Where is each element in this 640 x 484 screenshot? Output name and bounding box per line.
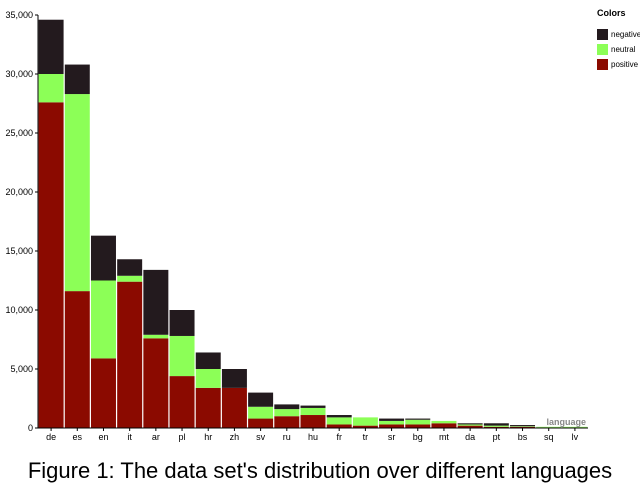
bar-pt-neutral [483, 425, 509, 427]
x-tick-label-ru: ru [283, 432, 291, 442]
bar-tr-neutral [352, 417, 378, 426]
legend-label-positive: positive [611, 60, 639, 69]
bar-pl-neutral [169, 335, 195, 377]
legend-swatch-negative [597, 29, 608, 40]
x-axis: de es en it ar pl hr zh sv ru hu fr tr sr bg mt da pt bs sq… [38, 427, 588, 442]
bar-mt-neutral [431, 420, 457, 424]
legend-label-neutral: neutral [611, 45, 636, 54]
bar-lv-neutral [562, 426, 588, 428]
bar-en-positive [90, 358, 116, 428]
bar-fr-positive [326, 424, 352, 428]
y-tick-label: 20,000 [5, 187, 33, 197]
y-tick-label: 10,000 [5, 305, 33, 315]
bar-hr-neutral [195, 369, 221, 388]
bar-hu-negative [300, 405, 326, 408]
figure-caption: Figure 1: The data set's distribution ov… [27, 458, 613, 483]
bar-sv-negative [248, 392, 274, 407]
legend: Colors negative neutral positive [597, 8, 640, 70]
bar-es-positive [64, 291, 90, 428]
legend-label-negative: negative [611, 30, 640, 39]
x-tick-label-es: es [73, 432, 83, 442]
x-tick-label-it: it [127, 432, 132, 442]
bar-hr-positive [195, 387, 221, 428]
bar-de-negative [38, 19, 64, 74]
x-tick-label-sq: sq [544, 432, 554, 442]
y-tick-label: 35,000 [5, 10, 33, 20]
y-tick-label: 15,000 [5, 246, 33, 256]
bar-en-neutral [90, 280, 116, 359]
stacked-bar-chart: 0 5,000 10,000 15,000 20,000 25,000 30,000 35,0… [5, 8, 640, 442]
x-tick-label-tr: tr [363, 432, 369, 442]
bar-sr-neutral [379, 420, 405, 425]
bar-ar-neutral [143, 334, 169, 339]
bar-da-negative [457, 423, 483, 425]
bar-sr-negative [379, 418, 405, 421]
bar-it-positive [117, 281, 143, 428]
legend-swatch-positive [597, 59, 608, 70]
bar-es-neutral [64, 94, 90, 292]
y-tick-label: 5,000 [10, 364, 33, 374]
bar-ru-positive [274, 416, 300, 428]
bar-pl-negative [169, 310, 195, 336]
x-tick-label-de: de [46, 432, 56, 442]
x-tick-label-en: en [98, 432, 108, 442]
bar-en-negative [90, 235, 116, 281]
x-tick-label-hr: hr [204, 432, 212, 442]
bar-bg-positive [405, 424, 431, 428]
y-tick-label: 30,000 [5, 69, 33, 79]
bar-pt-negative [483, 423, 509, 426]
bar-bg-neutral [405, 419, 431, 425]
x-tick-label-fr: fr [336, 432, 342, 442]
bar-it-negative [117, 259, 143, 276]
bar-bs-positive [510, 426, 536, 428]
x-tick-label-bs: bs [518, 432, 528, 442]
bar-mt-positive [431, 423, 457, 428]
legend-swatch-neutral [597, 44, 608, 55]
bars-layer [38, 19, 588, 428]
x-tick-label-hu: hu [308, 432, 318, 442]
bar-fr-neutral [326, 417, 352, 425]
bar-ar-negative [143, 269, 169, 335]
y-axis: 0 5,000 10,000 15,000 20,000 25,000 30,000 35,0… [5, 10, 39, 433]
bar-sv-positive [248, 418, 274, 428]
x-tick-label-ar: ar [152, 432, 160, 442]
bar-sq-neutral [536, 426, 562, 428]
bar-hu-positive [300, 415, 326, 428]
x-tick-label-pl: pl [179, 432, 186, 442]
bar-da-neutral [457, 424, 483, 426]
bar-ru-negative [274, 404, 300, 410]
bar-zh-negative [221, 369, 247, 388]
bar-sv-neutral [248, 406, 274, 419]
bar-bg-negative [405, 418, 431, 420]
bar-es-negative [64, 64, 90, 95]
bar-de-neutral [38, 74, 64, 103]
x-axis-title: language [546, 417, 586, 427]
bar-sr-positive [379, 424, 405, 428]
legend-title: Colors [597, 8, 626, 18]
x-tick-label-bg: bg [413, 432, 423, 442]
x-tick-label-mt: mt [439, 432, 449, 442]
x-tick-label-zh: zh [230, 432, 240, 442]
bar-zh-positive [221, 387, 247, 428]
bar-de-positive [38, 102, 64, 428]
bar-tr-positive [352, 425, 378, 428]
x-tick-label-da: da [465, 432, 475, 442]
bar-hu-neutral [300, 407, 326, 416]
bar-da-positive [457, 425, 483, 428]
bar-fr-negative [326, 415, 352, 418]
bar-bs-neutral [510, 426, 536, 427]
bar-pl-positive [169, 376, 195, 428]
bar-ar-positive [143, 338, 169, 428]
x-tick-label-lv: lv [572, 432, 579, 442]
y-tick-label: 0 [28, 423, 33, 433]
bar-hr-negative [195, 352, 221, 369]
x-tick-label-sr: sr [388, 432, 396, 442]
bar-pt-positive [483, 426, 509, 428]
bar-it-neutral [117, 275, 143, 282]
y-tick-label: 25,000 [5, 128, 33, 138]
x-tick-label-pt: pt [493, 432, 501, 442]
x-tick-label-sv: sv [256, 432, 266, 442]
bar-bs-negative [510, 425, 536, 427]
bar-ru-neutral [274, 409, 300, 417]
